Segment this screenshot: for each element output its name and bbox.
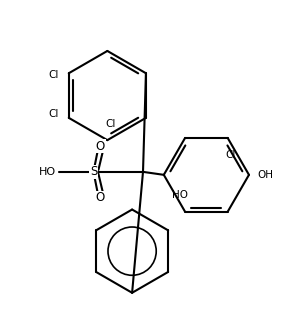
Text: HO: HO — [172, 190, 188, 200]
Text: Cl: Cl — [49, 70, 59, 80]
Text: Cl: Cl — [105, 119, 116, 129]
Text: O: O — [96, 191, 105, 204]
Text: S: S — [90, 165, 97, 178]
Text: Cl: Cl — [49, 109, 59, 119]
Text: OH: OH — [257, 170, 273, 180]
Text: Cl: Cl — [225, 150, 236, 160]
Text: O: O — [96, 140, 105, 153]
Text: HO: HO — [39, 167, 56, 177]
